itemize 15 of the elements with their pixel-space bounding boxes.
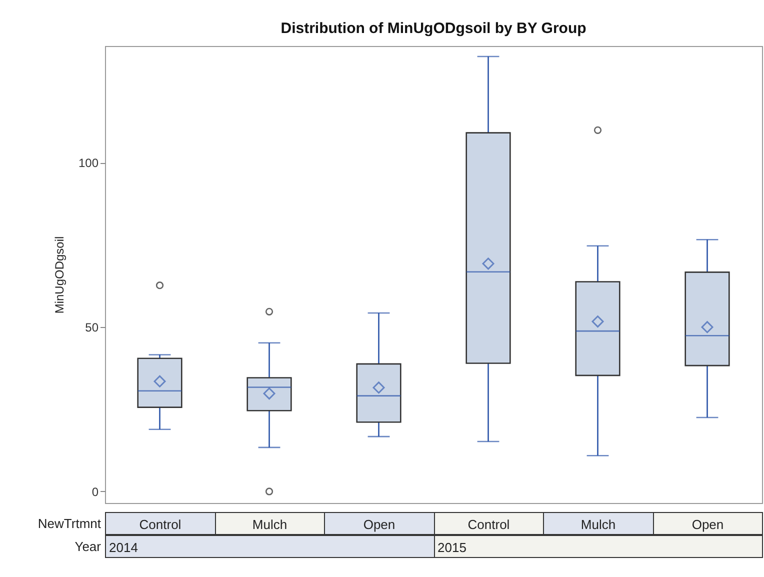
- x-tick-label: Control: [105, 512, 216, 535]
- text: Year: [74, 538, 101, 556]
- x-tick-label: Open: [324, 512, 434, 535]
- y-tick-label: 100: [78, 156, 99, 170]
- y-tick-label: 50: [85, 320, 99, 335]
- x-tick-label: Mulch: [214, 512, 325, 535]
- text: 2014: [105, 535, 434, 558]
- y-axis-title: MinUgODgsoil: [52, 236, 66, 314]
- x-tick-label: Mulch: [543, 512, 654, 535]
- chart-title: Distribution of MinUgODgsoil by BY Group: [280, 20, 586, 37]
- x-axis-title: NewTrtmnt: [36, 515, 101, 533]
- y-tick-label: 0: [92, 484, 99, 499]
- x-tick-label: Control: [434, 512, 544, 535]
- text: 2015: [434, 535, 763, 558]
- x-tick-label: Open: [652, 512, 763, 535]
